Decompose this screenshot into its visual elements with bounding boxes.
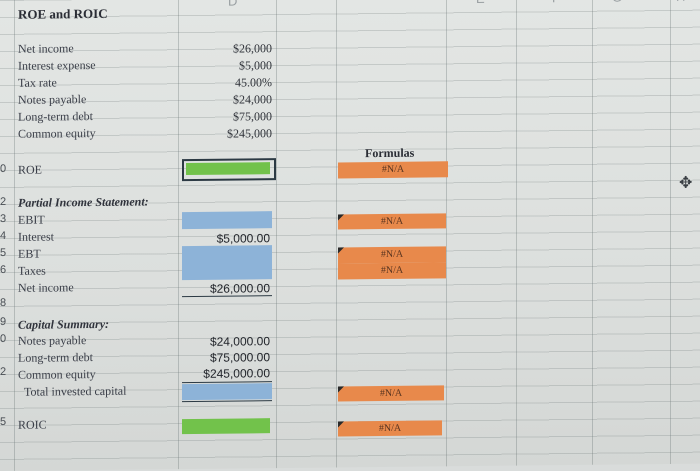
income-item-net-income[interactable]: Net income	[18, 280, 74, 295]
taxes-formula-cell[interactable]: #N/A	[338, 262, 446, 280]
total-underline	[182, 400, 272, 403]
ebt-taxes-cells[interactable]	[182, 245, 272, 281]
ebit-cell[interactable]	[182, 211, 272, 230]
na-text: #N/A	[379, 387, 403, 400]
capital-value-notes-payable[interactable]: $24,000.00	[209, 334, 270, 349]
row-number[interactable]: 5	[0, 415, 7, 428]
grid-line	[276, 0, 277, 469]
row-number[interactable]: 0	[0, 162, 7, 175]
income-item-ebt[interactable]: EBT	[18, 246, 41, 261]
row-number[interactable]: 9	[0, 315, 7, 328]
column-header-e[interactable]: E	[476, 0, 485, 6]
roe-label[interactable]: ROE	[18, 162, 42, 177]
capital-value-common-equity[interactable]: $245,000.00	[203, 366, 270, 381]
input-label-common-equity[interactable]: Common equity	[18, 125, 96, 141]
income-item-interest[interactable]: Interest	[18, 229, 54, 244]
row-number[interactable]: 6	[0, 263, 7, 276]
grid-line	[592, 0, 593, 465]
na-text: #N/A	[378, 422, 402, 435]
roe-cell[interactable]	[186, 162, 270, 176]
row-number[interactable]: 5	[0, 246, 7, 259]
ebit-formula-cell[interactable]: #N/A	[338, 213, 446, 230]
grid-line	[178, 0, 179, 470]
input-label-notes-payable[interactable]: Notes payable	[18, 92, 87, 107]
formulas-header[interactable]: Formulas	[365, 145, 415, 161]
comment-indicator	[338, 214, 344, 221]
cursor-move-icon: ✥	[679, 174, 693, 192]
input-value-long-term-debt[interactable]: $75,000	[233, 109, 272, 124]
roe-formula-cell[interactable]: #N/A	[338, 161, 448, 179]
income-item-ebit[interactable]: EBIT	[18, 212, 45, 227]
comment-indicator	[338, 421, 344, 428]
input-value-net-income[interactable]: $26,000	[233, 41, 272, 56]
input-label-interest-expense[interactable]: Interest expense	[18, 57, 96, 73]
column-header-f[interactable]: F	[552, 0, 560, 5]
net-income-value[interactable]: $26,000.00	[209, 281, 270, 296]
capital-value-long-term-debt[interactable]: $75,000.00	[209, 350, 270, 365]
row-number[interactable]: 3	[0, 212, 7, 225]
net-income-underline	[182, 295, 272, 298]
capital-item-total[interactable]: Total invested capital	[24, 383, 127, 399]
grid-line	[336, 0, 337, 468]
column-header-d[interactable]: D	[228, 0, 238, 9]
input-label-long-term-debt[interactable]: Long-term debt	[18, 109, 93, 124]
na-text: #N/A	[380, 215, 404, 228]
total-capital-cell[interactable]	[182, 383, 272, 401]
total-capital-formula-cell[interactable]: #N/A	[338, 385, 444, 402]
income-item-taxes[interactable]: Taxes	[18, 263, 46, 278]
roic-cell[interactable]	[182, 418, 270, 435]
capital-item-common-equity[interactable]: Common equity	[18, 366, 96, 382]
grid-line	[446, 0, 447, 467]
row-number[interactable]: 4	[0, 229, 7, 242]
grid-line	[14, 0, 15, 471]
comment-indicator	[338, 247, 344, 254]
na-text: #N/A	[380, 264, 404, 277]
input-value-interest-expense[interactable]: $5,000	[239, 58, 272, 73]
column-header-g[interactable]: G	[612, 0, 622, 5]
roic-formula-cell[interactable]: #N/A	[338, 420, 442, 437]
input-label-net-income[interactable]: Net income	[18, 41, 74, 56]
interest-value[interactable]: $5,000.00	[216, 231, 270, 246]
row-number[interactable]: 2	[0, 365, 7, 378]
grid-line	[516, 0, 517, 466]
column-header-h[interactable]: H	[676, 0, 685, 4]
capital-item-long-term-debt[interactable]: Long-term debt	[18, 350, 93, 365]
grid-line	[670, 0, 671, 464]
income-statement-heading[interactable]: Partial Income Statement:	[18, 194, 149, 210]
na-text: #N/A	[381, 163, 405, 176]
input-value-notes-payable[interactable]: $24,000	[233, 92, 272, 107]
comment-indicator	[338, 386, 344, 393]
capital-summary-heading[interactable]: Capital Summary:	[18, 316, 110, 332]
sheet-title[interactable]: ROE and ROIC	[18, 5, 108, 22]
input-value-tax-rate[interactable]: 45.00%	[235, 75, 272, 90]
ebt-formula-cell[interactable]: #N/A	[338, 246, 446, 264]
row-number[interactable]: 0	[0, 332, 7, 345]
capital-item-notes-payable[interactable]: Notes payable	[18, 333, 87, 348]
na-text: #N/A	[380, 248, 404, 261]
row-number[interactable]: 2	[0, 195, 7, 208]
input-value-common-equity[interactable]: $245,000	[227, 126, 272, 141]
roic-label[interactable]: ROIC	[18, 417, 47, 432]
row-number[interactable]: 8	[0, 296, 7, 309]
input-label-tax-rate[interactable]: Tax rate	[18, 75, 57, 90]
